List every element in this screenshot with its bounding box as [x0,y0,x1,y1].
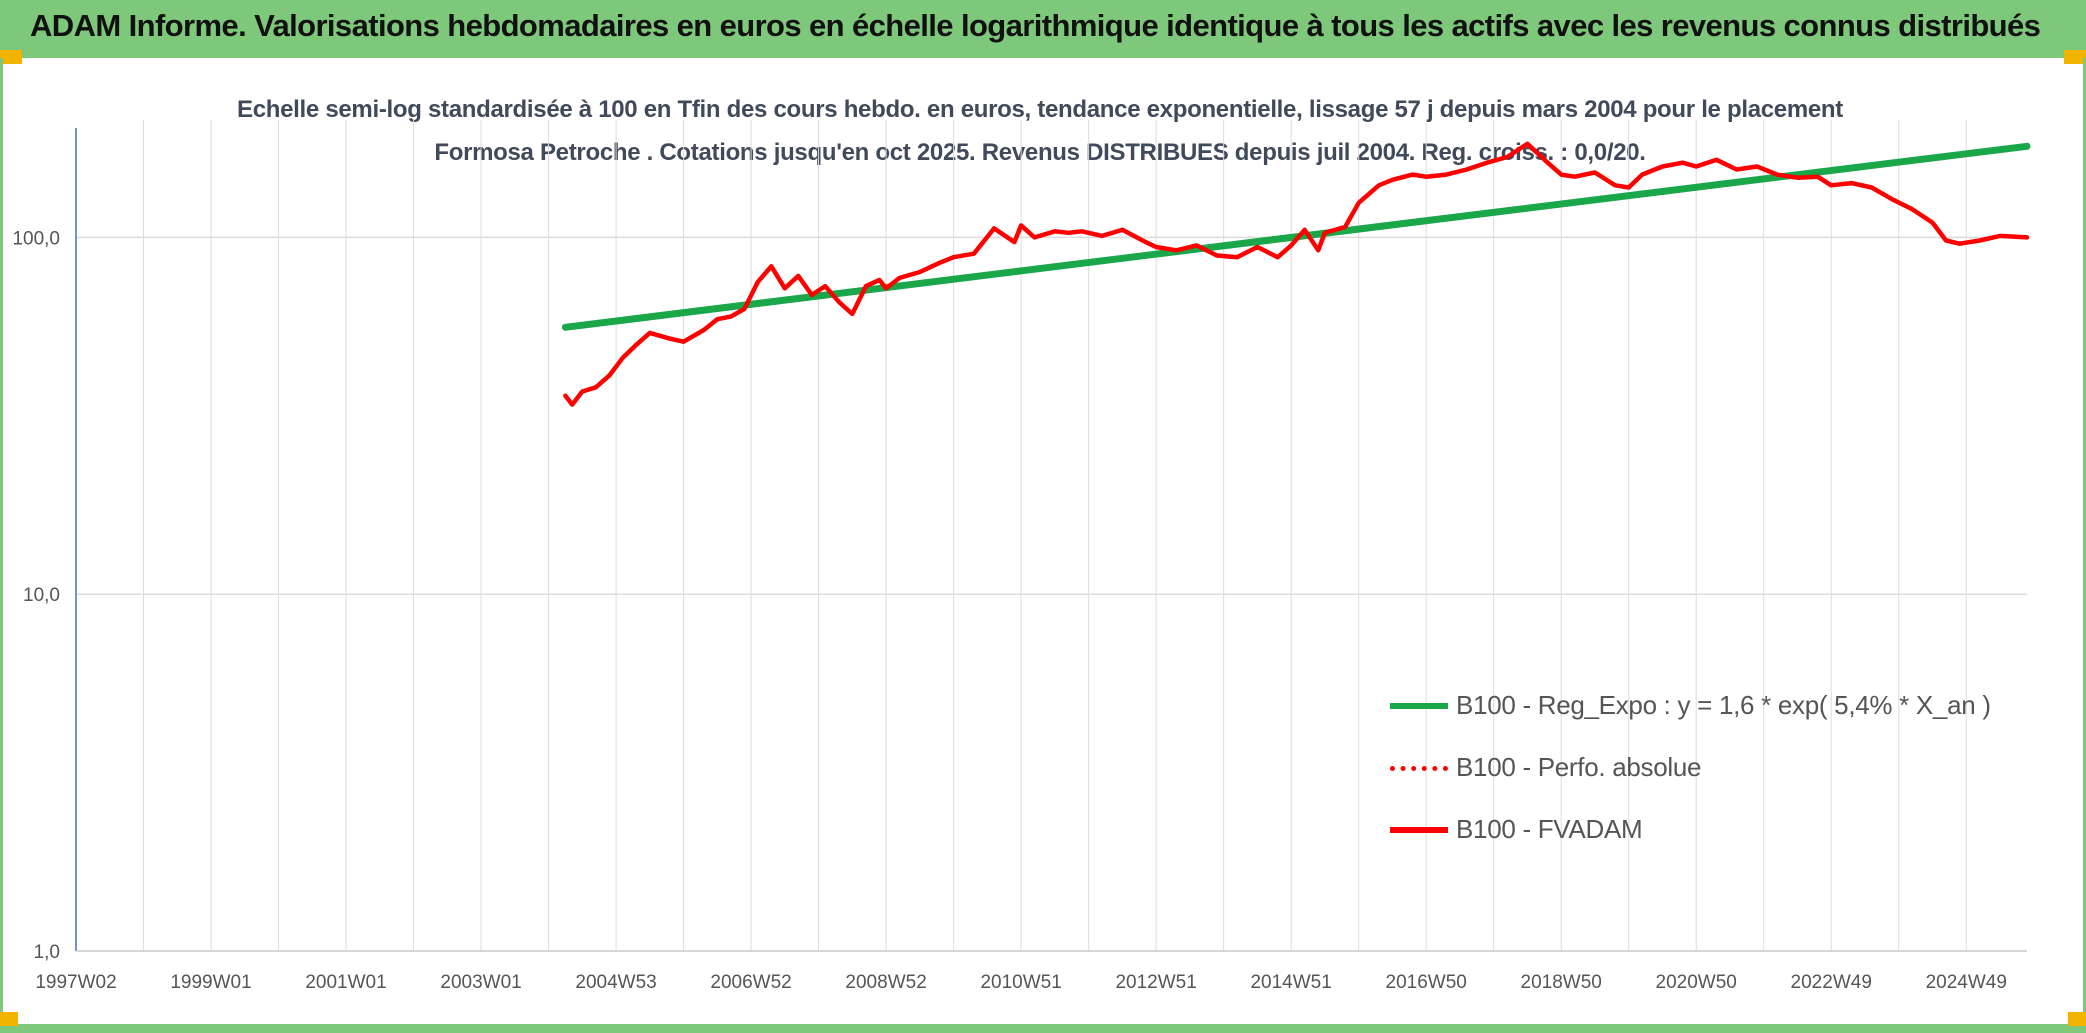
x-tick-label: 2024W49 [1926,972,2007,993]
y-tick-label: 1,0 [34,942,60,963]
x-tick-label: 2003W01 [440,972,521,993]
footer-bar [0,1012,2086,1033]
footer-corner-right [2068,1012,2086,1026]
x-tick-label: 2022W49 [1791,972,1872,993]
x-tick-label: 2014W51 [1250,972,1331,993]
y-tick-label: 100,0 [12,228,60,249]
y-tick-label: 10,0 [23,585,60,606]
x-tick-label: 2018W50 [1521,972,1602,993]
x-tick-label: 2001W01 [305,972,386,993]
x-tick-label: 2006W52 [710,972,791,993]
legend-label-perfo: B100 - Perfo. absolue [1456,752,1702,782]
header-corner-right [2064,50,2086,64]
legend-swatch-perfo [1390,766,1448,771]
report-title: ADAM Informe. Valorisations hebdomadaire… [30,8,2041,43]
legend-label-fvadam: B100 - FVADAM [1456,814,1643,844]
x-tick-label: 1997W02 [35,972,116,993]
chart-frame [0,58,2086,1033]
series-line-fvadam [563,141,2030,407]
legend-swatch-regression [1390,703,1448,709]
x-tick-label: 2008W52 [845,972,926,993]
header-corner-left [0,50,22,64]
x-tick-label: 1999W01 [170,972,251,993]
legend-swatch-fvadam [1390,827,1448,833]
x-tick-label: 2012W51 [1115,972,1196,993]
x-tick-label: 2020W50 [1656,972,1737,993]
legend-label-regression: B100 - Reg_Expo : y = 1,6 * exp( 5,4% * … [1456,690,1991,720]
x-tick-label: 2010W51 [980,972,1061,993]
chart-title: Echelle semi-log standardisée à 100 en T… [237,96,1843,166]
x-tick-label: 2016W50 [1386,972,1467,993]
x-tick-label: 2004W53 [575,972,656,993]
report-header: ADAM Informe. Valorisations hebdomadaire… [0,0,2086,64]
footer-corner-left [0,1012,18,1026]
